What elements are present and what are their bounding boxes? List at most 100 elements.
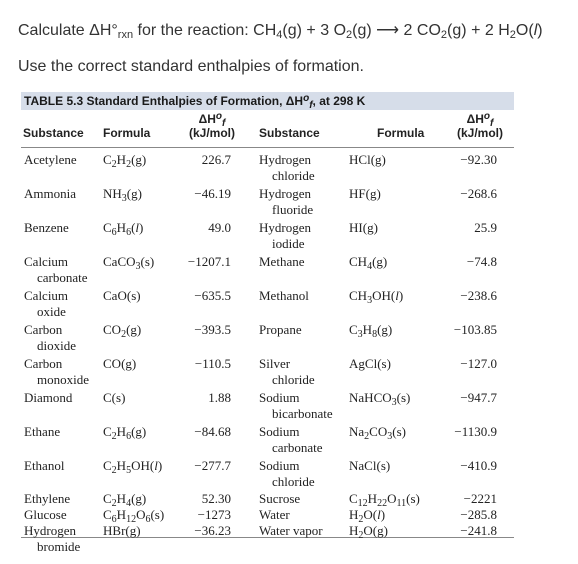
header-substance-right: Substance	[259, 126, 320, 140]
substance-name-right: Water vapor	[259, 523, 323, 538]
enthalpy-value-left: −84.68	[194, 424, 231, 439]
enthalpy-value-left: 49.0	[208, 220, 231, 235]
table-body: Acetylene C2H2(g) 226.7 Ammonia NH3(g) −46.19…	[21, 148, 514, 554]
substance-name-right: Propane	[259, 322, 302, 337]
substance-name-right: Sodium bicarbonate	[259, 390, 333, 421]
enthalpy-value-left: 1.88	[208, 390, 231, 405]
enthalpy-table: TABLE 5.3 Standard Enthalpies of Formati…	[21, 92, 514, 554]
formula-left: HBr(g)	[103, 523, 141, 538]
question-middle: for the reaction: C	[133, 22, 265, 39]
caption-text: TABLE 5.3 Standard Enthalpies of Formati…	[24, 94, 304, 108]
enthalpy-value-right: −238.6	[460, 288, 497, 303]
formula-right: C12H22O11(s)	[349, 491, 420, 509]
formula-right: AgCl(s)	[349, 356, 391, 371]
enthalpy-value-right: −268.6	[460, 186, 497, 201]
formula-right: H2O(g)	[349, 523, 388, 541]
enthalpy-value-right: −2221	[463, 491, 497, 506]
reaction-equation: H4(g) + 3 O2(g) ⟶ 2 CO2(g) + 2 H2O(l)	[264, 22, 543, 41]
enthalpy-value-right: −947.7	[460, 390, 497, 405]
formula-left: NH3(g)	[103, 186, 142, 204]
enthalpy-value-right: 25.9	[474, 220, 497, 235]
header-dh-right: ΔHof (kJ/mol)	[456, 111, 503, 141]
formula-left: CaO(s)	[103, 288, 141, 303]
formula-right: HCl(g)	[349, 152, 386, 167]
substance-name-left: Benzene	[24, 220, 69, 235]
substance-name-left: Ethylene	[24, 491, 71, 506]
enthalpy-value-left: −110.5	[194, 356, 231, 371]
header-formula-right: Formula	[377, 126, 425, 140]
substance-name-left: Glucose	[24, 507, 67, 522]
formula-right: H2O(l)	[349, 507, 386, 525]
formula-left: CO(g)	[103, 356, 137, 371]
header-units-left: (kJ/mol)	[188, 126, 235, 140]
formula-right: CH3OH(l)	[349, 288, 404, 306]
question-subscript: rxn	[117, 29, 134, 41]
enthalpy-value-right: −1130.9	[454, 424, 497, 439]
caption-suffix: , at 298 K	[312, 94, 366, 108]
formula-left: C2H4(g)	[103, 491, 147, 509]
header-substance-left: Substance	[23, 126, 84, 140]
enthalpy-value-right: −241.8	[460, 523, 497, 538]
substance-name-left: Ammonia	[24, 186, 76, 201]
substance-name-left: Ethane	[24, 424, 61, 439]
enthalpy-value-right: −127.0	[460, 356, 497, 371]
substance-name-right: Sodium chloride	[259, 458, 315, 489]
substance-name-right: Water	[259, 507, 290, 522]
substance-name-right: Sucrose	[259, 491, 301, 506]
formula-right: HF(g)	[349, 186, 381, 201]
enthalpy-value-right: −103.85	[453, 322, 497, 337]
formula-right: Na2CO3(s)	[349, 424, 406, 442]
enthalpy-value-right: −285.8	[460, 507, 497, 522]
formula-left: C2H6(g)	[103, 424, 147, 442]
formula-right: HI(g)	[349, 220, 378, 235]
formula-left: C6H12O6(s)	[103, 507, 165, 525]
table-caption: TABLE 5.3 Standard Enthalpies of Formati…	[21, 92, 514, 111]
enthalpy-value-right: −74.8	[466, 254, 497, 269]
substance-name-right: Hydrogen iodide	[259, 220, 311, 251]
enthalpy-value-right: −92.30	[460, 152, 497, 167]
header-dh-symbol: ΔH	[466, 112, 484, 126]
enthalpy-value-right: −410.9	[460, 458, 497, 473]
formula-right: C3H8(g)	[349, 322, 393, 340]
formula-left: C2H5OH(l)	[103, 458, 163, 476]
substance-name-right: Sodium carbonate	[259, 424, 323, 455]
table-header: Substance Formula ΔHof (kJ/mol) Substance…	[21, 110, 514, 148]
substance-name-right: Hydrogen chloride	[259, 152, 315, 183]
formula-right: NaCl(s)	[349, 458, 391, 473]
enthalpy-value-left: −36.23	[194, 523, 231, 538]
substance-name-left: Hydrogen bromide	[24, 523, 81, 554]
header-formula-left: Formula	[103, 126, 151, 140]
question-prefix: Calculate ΔH°	[18, 22, 118, 39]
enthalpy-value-left: −46.19	[194, 186, 231, 201]
formula-left: C2H2(g)	[103, 152, 147, 170]
substance-name-left: Calcium oxide	[24, 288, 69, 319]
substance-name-right: Methanol	[259, 288, 309, 303]
formula-left: CaCO3(s)	[103, 254, 155, 272]
formula-left: C(s)	[103, 390, 126, 405]
enthalpy-value-left: −1207.1	[187, 254, 231, 269]
enthalpy-value-left: −1273	[197, 507, 231, 522]
instruction-text: Use the correct standard enthalpies of f…	[18, 58, 364, 75]
substance-name-right: Silver chloride	[259, 356, 315, 387]
substance-name-left: Diamond	[24, 390, 73, 405]
header-dh-symbol: ΔH	[198, 112, 216, 126]
enthalpy-value-left: 52.30	[201, 491, 231, 506]
enthalpy-value-left: 226.7	[201, 152, 231, 167]
formula-left: C6H6(l)	[103, 220, 144, 238]
substance-name-right: Hydrogen fluoride	[259, 186, 314, 217]
formula-right: NaHCO3(s)	[349, 390, 411, 408]
question-text: Calculate ΔH°rxn for the reaction: CH4(g…	[18, 20, 543, 41]
formula-right: CH4(g)	[349, 254, 388, 272]
substance-name-left: Ethanol	[24, 458, 65, 473]
enthalpy-value-left: −277.7	[194, 458, 231, 473]
formula-left: CO2(g)	[103, 322, 142, 340]
header-units-right: (kJ/mol)	[456, 126, 503, 140]
substance-name-left: Calcium carbonate	[24, 254, 88, 285]
header-dh-left: ΔHof (kJ/mol)	[188, 111, 235, 141]
substance-name-left: Carbon monoxide	[24, 356, 89, 387]
substance-name-right: Methane	[259, 254, 305, 269]
enthalpy-value-left: −393.5	[194, 322, 231, 337]
table-bottom-rule	[21, 537, 514, 538]
enthalpy-value-left: −635.5	[194, 288, 231, 303]
substance-name-left: Carbon dioxide	[24, 322, 76, 353]
